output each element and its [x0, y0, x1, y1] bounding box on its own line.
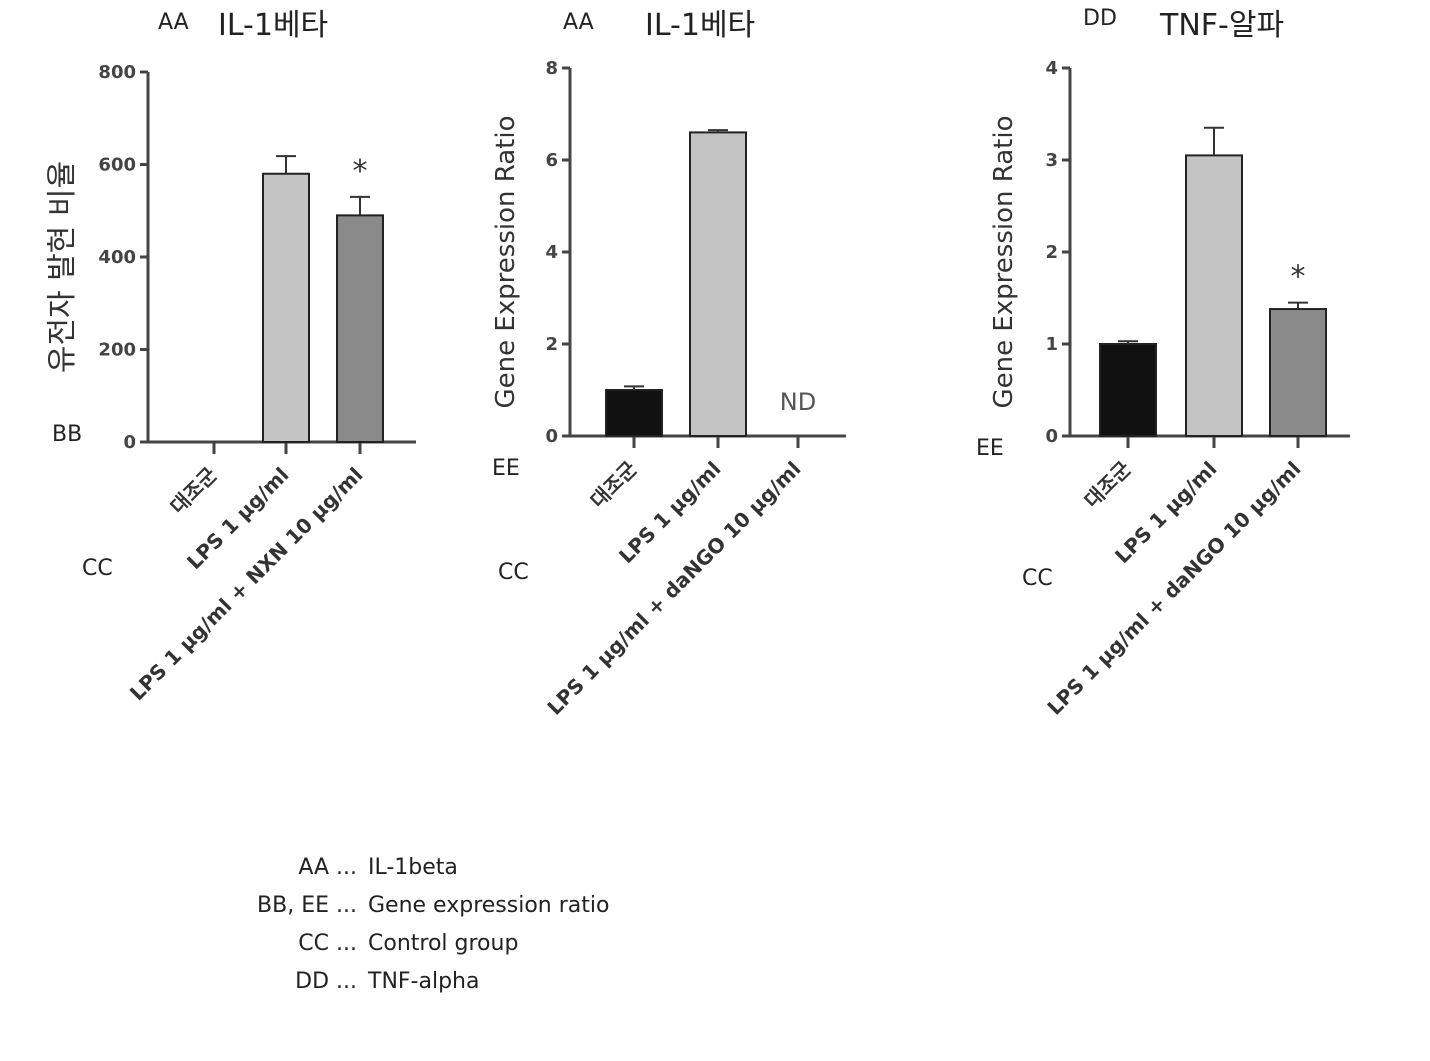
panel1-category-label: 대조군 — [166, 463, 222, 519]
panel2-y-tick-label: 8 — [545, 58, 558, 79]
panel3-y-tick-label: 1 — [1045, 334, 1058, 355]
panel2-bar — [690, 132, 746, 436]
panel3-bar — [1100, 344, 1156, 436]
note-text-0: IL-1beta — [368, 855, 458, 880]
note-text-2: Control group — [368, 931, 518, 956]
charts-svg: 유전자 발현 비율0200400600800대조군LPS 1 μg/mlLPS … — [0, 0, 1430, 820]
panel3-annotation-star: * — [1291, 260, 1306, 295]
panel3-y-tick-label: 2 — [1045, 242, 1058, 263]
panel1-y-tick-label: 200 — [98, 340, 136, 361]
note-text-3: TNF-alpha — [368, 969, 479, 994]
panel3-y-tick-label: 4 — [1045, 58, 1058, 79]
panel3-y-tick-label: 3 — [1045, 150, 1058, 171]
note-text-1: Gene expression ratio — [368, 893, 609, 918]
panel2-annotation-nd: ND — [780, 388, 816, 416]
panel1-bar — [337, 215, 383, 442]
panel3-bar — [1270, 309, 1326, 436]
panel2-y-tick-label: 2 — [545, 334, 558, 355]
panel3-y-axis-label: Gene Expression Ratio — [989, 115, 1019, 408]
panel2-y-tick-label: 0 — [545, 426, 558, 447]
panel1-y-tick-label: 0 — [123, 432, 136, 453]
panel3-bar — [1186, 155, 1242, 436]
panel1-bar — [263, 174, 309, 442]
panel1-y-tick-label: 600 — [98, 155, 136, 176]
note-code-3: DD ... — [295, 969, 357, 994]
panel2-category-label: 대조군 — [586, 457, 642, 513]
panel2-y-tick-label: 4 — [545, 242, 558, 263]
note-code-1: BB, EE ... — [257, 893, 357, 918]
note-code-2: CC ... — [298, 931, 357, 956]
panel1-y-tick-label: 800 — [98, 62, 136, 83]
panel2-y-axis-label: Gene Expression Ratio — [491, 115, 521, 408]
note-code-0: AA ... — [298, 855, 357, 880]
panel1-annotation-star: * — [353, 154, 368, 189]
panel2-y-tick-label: 6 — [545, 150, 558, 171]
panel2-bar — [606, 390, 662, 436]
panel1-y-tick-label: 400 — [98, 247, 136, 268]
panel3-category-label: 대조군 — [1080, 457, 1136, 513]
panel1-y-axis-label: 유전자 발현 비율 — [45, 161, 80, 373]
panel3-y-tick-label: 0 — [1045, 426, 1058, 447]
